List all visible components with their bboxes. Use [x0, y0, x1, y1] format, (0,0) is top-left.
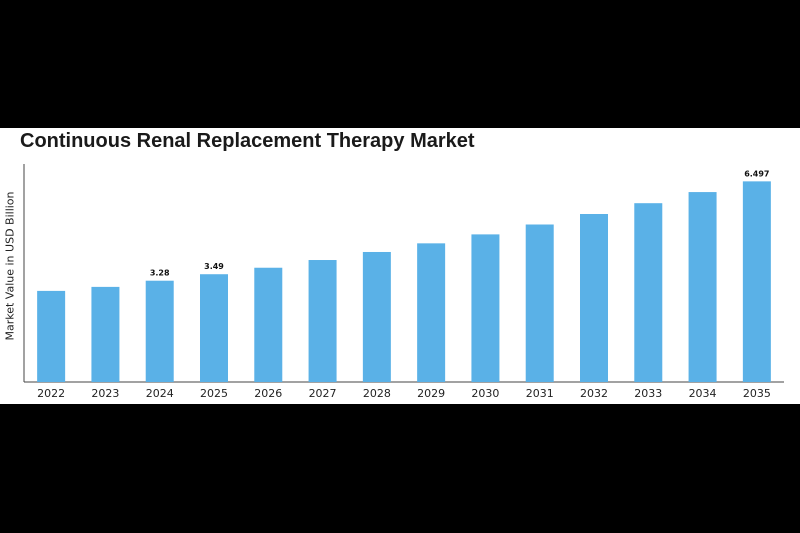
x-tick-label-2031: 2031 [526, 387, 554, 400]
bar-2023 [91, 286, 120, 382]
chart-panel: Continuous Renal Replacement Therapy Mar… [0, 128, 800, 404]
bar-2030 [471, 234, 500, 382]
bar-2031 [525, 224, 554, 382]
bar-chart: 2022 2023 2024 3.28 2025 3.49 2026 2027 2028 2029… [23, 164, 784, 400]
bar-2034 [688, 192, 717, 382]
bar-2022 [37, 290, 66, 382]
bar-2032 [580, 214, 608, 382]
x-tick-label-2034: 2034 [689, 387, 717, 400]
x-tick-label-2035: 2035 [743, 387, 771, 400]
bar-2027 [308, 260, 337, 382]
bar-2033 [634, 203, 663, 382]
x-tick-label-2023: 2023 [91, 387, 119, 400]
bar-2035 [742, 181, 771, 382]
data-label-2025: 3.49 [204, 262, 224, 271]
x-tick-label-2033: 2033 [634, 387, 662, 400]
x-tick-label-2027: 2027 [309, 387, 337, 400]
chart-title: Continuous Renal Replacement Therapy Mar… [20, 130, 475, 152]
x-tick-label-2032: 2032 [580, 387, 608, 400]
x-tick-label-2024: 2024 [146, 387, 174, 400]
bar-2025 [200, 274, 228, 382]
x-tick-label-2030: 2030 [471, 387, 499, 400]
data-label-2024: 3.28 [150, 269, 170, 278]
data-label-2035: 6.497 [744, 169, 769, 178]
x-tick-label-2026: 2026 [254, 387, 282, 400]
x-tick-label-2029: 2029 [417, 387, 445, 400]
x-tick-label-2025: 2025 [200, 387, 228, 400]
x-tick-label-2028: 2028 [363, 387, 391, 400]
bar-2029 [417, 243, 446, 382]
bar-2028 [362, 251, 391, 382]
bar-2026 [254, 267, 283, 382]
x-tick-label-2022: 2022 [37, 387, 65, 400]
bar-2024 [145, 280, 174, 382]
